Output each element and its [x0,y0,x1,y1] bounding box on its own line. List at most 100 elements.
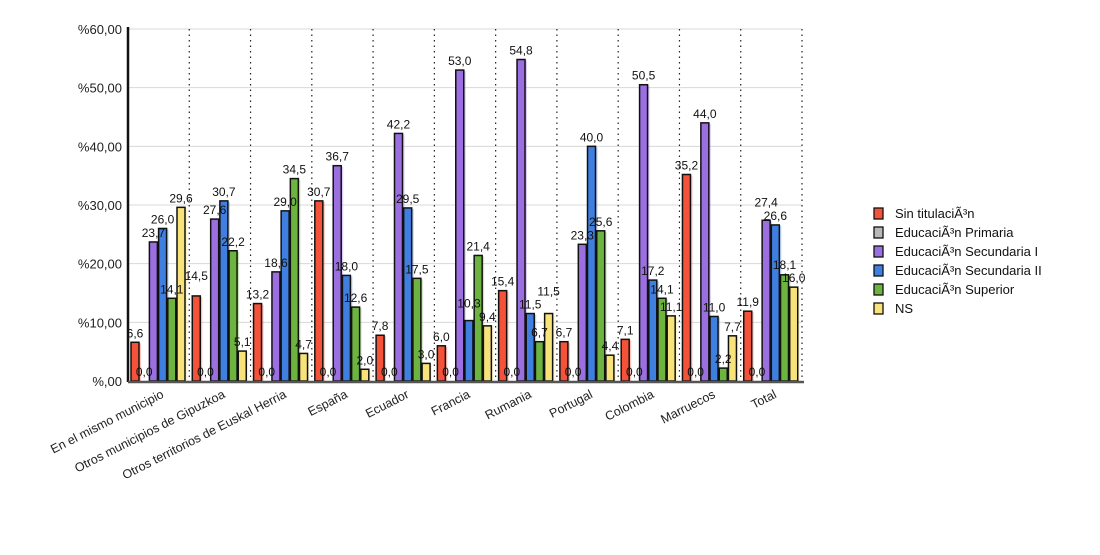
legend-label: NS [895,301,913,316]
bar [280,210,290,382]
legend-label: Sin titulaciÃ³n [895,206,974,221]
bar [455,69,465,382]
bar [402,207,413,382]
data-label: 53,0 [448,54,472,68]
legend: Sin titulaciÃ³n EducaciÃ³n Primaria Educac… [873,206,1042,316]
data-label: 29,0 [273,195,297,209]
data-label: 27,4 [754,195,778,209]
legend-swatch [873,226,884,239]
bar [360,368,370,382]
data-label: 29,5 [396,192,420,206]
data-label: 0,0 [565,365,582,379]
data-label: 30,7 [307,185,331,199]
data-label: 0,0 [442,365,459,379]
data-label: 3,0 [418,347,435,361]
data-label: 12,6 [344,291,368,305]
data-label: 0,0 [749,365,766,379]
data-label: 25,6 [589,215,613,229]
data-label: 18,1 [773,258,797,272]
bar [228,250,238,382]
data-label: 7,7 [724,320,741,334]
bar [237,350,248,382]
data-label: 0,0 [381,365,398,379]
legend-swatch [873,207,884,220]
bar [577,243,588,382]
data-label: 0,0 [503,365,520,379]
data-label: 42,2 [387,117,411,131]
legend-swatch [873,264,884,277]
bar [157,227,168,382]
data-label: 44,0 [693,107,717,121]
data-label: 14,1 [160,282,184,296]
data-label: 0,0 [197,365,214,379]
data-label: 16,0 [782,271,806,285]
bar [543,312,554,382]
bar [209,218,220,382]
bar [421,362,431,382]
data-label: 36,7 [326,150,350,164]
data-label: 11,5 [519,298,542,312]
y-tick-label: %40,00 [78,139,122,154]
x-tick-label: Colombia [603,387,656,423]
data-label: 11,5 [537,285,560,299]
data-label: 29,6 [169,191,193,205]
data-label: 4,4 [602,339,619,353]
data-label: 0,0 [687,365,704,379]
bar [219,200,229,382]
bar [298,352,309,382]
data-label: 40,0 [580,130,604,144]
bar [350,306,361,382]
data-label: 2,2 [715,352,732,366]
bar [666,315,676,382]
bar [595,230,606,382]
data-label: 11,0 [703,300,726,314]
data-label: 6,0 [433,330,450,344]
bar [412,277,422,382]
bar [709,315,719,382]
data-label: 11,9 [736,295,759,309]
data-label: 34,5 [283,163,307,177]
data-label: 0,0 [626,365,643,379]
data-label: 30,7 [212,185,236,199]
data-label: 2,0 [356,353,373,367]
bar [605,354,615,382]
data-label: 23,7 [142,226,166,240]
legend-swatch [873,283,884,296]
y-tick-label: %20,00 [78,257,122,272]
data-label: 50,5 [632,69,656,83]
legend-label: EducaciÃ³n Superior [895,282,1015,297]
x-tick-label: Rumania [483,387,534,422]
data-label: 5,1 [234,335,251,349]
data-label: 4,7 [295,337,312,351]
legend-label: EducaciÃ³n Secundaria I [895,244,1038,259]
x-tick-label: España [306,387,350,419]
data-label: 11,1 [660,300,683,314]
x-tick-label: Total [749,387,779,411]
bar [148,241,159,382]
bar [638,83,649,382]
bar [314,200,324,382]
bar [464,319,474,382]
y-tick-label: %,00 [92,374,122,389]
bar [700,122,710,382]
data-label: 17,5 [405,262,429,276]
data-label: 7,1 [617,323,634,337]
data-label: 0,0 [258,365,275,379]
data-label: 21,4 [466,239,490,253]
legend-swatch [873,245,884,258]
bar [534,340,545,382]
data-label: 6,7 [556,326,573,340]
bar [761,219,771,382]
y-tick-label: %10,00 [78,315,122,330]
x-tick-label: Portugal [547,387,595,421]
data-label: 0,0 [136,365,153,379]
bar [779,274,790,382]
data-label: 14,1 [650,282,674,296]
data-label: 23,3 [571,228,595,242]
data-label: 18,0 [335,259,359,273]
data-label: 18,6 [264,256,288,270]
bar [788,286,799,382]
data-label: 26,6 [764,209,788,223]
legend-swatch [873,302,884,315]
